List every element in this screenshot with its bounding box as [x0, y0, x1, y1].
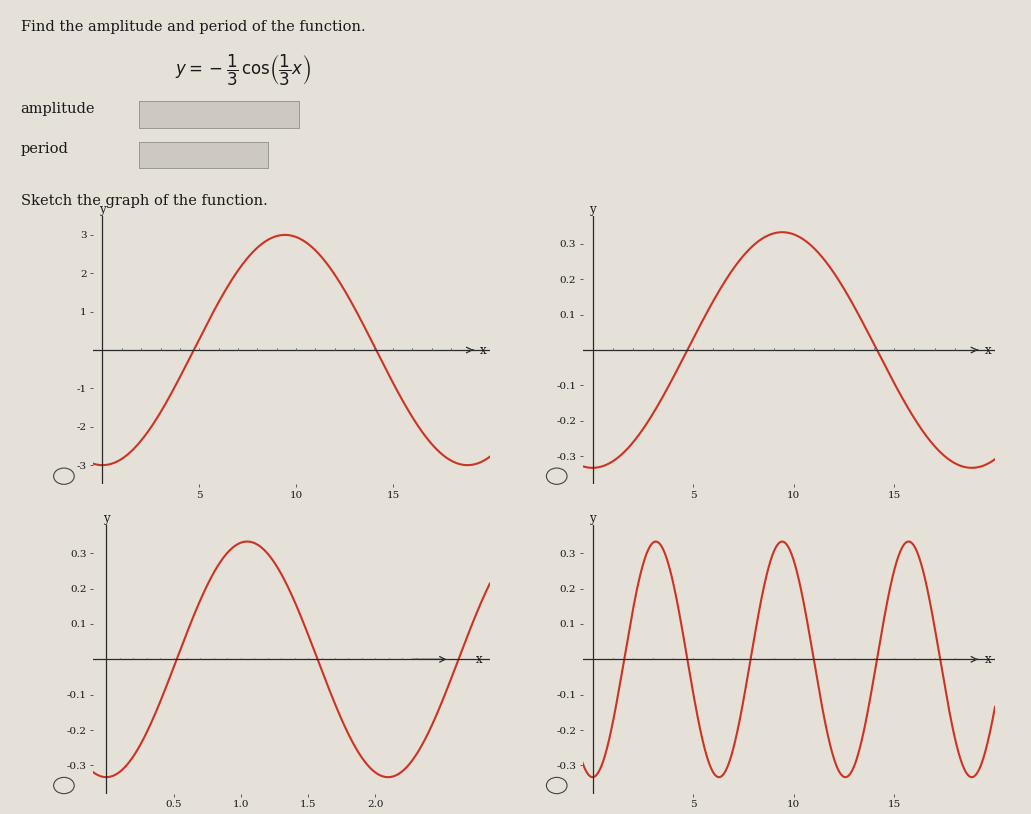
Text: y: y [590, 512, 596, 525]
Text: y: y [590, 203, 596, 216]
Text: amplitude: amplitude [21, 102, 95, 116]
Text: x: x [985, 344, 992, 357]
Text: y: y [99, 203, 106, 216]
Text: Find the amplitude and period of the function.: Find the amplitude and period of the fun… [21, 20, 365, 34]
Text: Sketch the graph of the function.: Sketch the graph of the function. [21, 194, 267, 208]
Text: y: y [103, 512, 109, 525]
Text: x: x [476, 653, 483, 666]
Text: x: x [985, 653, 992, 666]
Text: x: x [480, 344, 487, 357]
Text: $y = -\dfrac{1}{3}\,\cos\!\left(\dfrac{1}{3}x\right)$: $y = -\dfrac{1}{3}\,\cos\!\left(\dfrac{1… [175, 53, 311, 88]
Text: period: period [21, 142, 68, 156]
